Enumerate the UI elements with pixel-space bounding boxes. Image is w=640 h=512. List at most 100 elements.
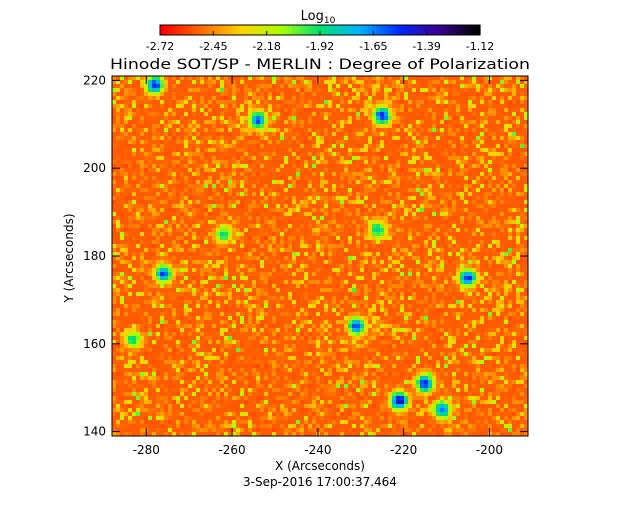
- heatmap-cell: [400, 80, 405, 85]
- heatmap-cell: [380, 228, 385, 233]
- heatmap-cell: [328, 208, 333, 213]
- heatmap-cell: [472, 216, 477, 221]
- heatmap-cell: [220, 232, 225, 237]
- heatmap-cell: [468, 80, 473, 85]
- heatmap-cell: [292, 200, 297, 205]
- heatmap-cell: [356, 116, 361, 121]
- heatmap-cell: [112, 264, 117, 269]
- heatmap-cell: [468, 76, 473, 81]
- heatmap-cell: [472, 76, 477, 81]
- heatmap-cell: [452, 248, 457, 253]
- heatmap-cell: [156, 152, 161, 157]
- heatmap-cell: [220, 224, 225, 229]
- heatmap-cell: [384, 128, 389, 133]
- heatmap-cell: [472, 188, 477, 193]
- heatmap-cell: [256, 104, 261, 109]
- heatmap-cell: [344, 192, 349, 197]
- heatmap-cell: [424, 156, 429, 161]
- heatmap-cell: [388, 184, 393, 189]
- heatmap-cell: [156, 252, 161, 257]
- heatmap-cell: [116, 192, 121, 197]
- heatmap-cell: [396, 136, 401, 141]
- heatmap-cell: [276, 256, 281, 261]
- heatmap-cell: [432, 92, 437, 97]
- heatmap-cell: [468, 88, 473, 93]
- heatmap-cell: [492, 160, 497, 165]
- heatmap-cell: [316, 132, 321, 137]
- heatmap-cell: [384, 224, 389, 229]
- heatmap-cell: [304, 244, 309, 249]
- heatmap-cell: [156, 76, 161, 81]
- heatmap-cell: [288, 252, 293, 257]
- heatmap-cell: [512, 76, 517, 81]
- heatmap-cell: [484, 240, 489, 245]
- heatmap-cell: [140, 96, 145, 101]
- heatmap-cell: [256, 220, 261, 225]
- heatmap-cell: [408, 208, 413, 213]
- heatmap-cell: [440, 104, 445, 109]
- heatmap-cell: [440, 80, 445, 85]
- heatmap-cell: [516, 156, 521, 161]
- heatmap-cell: [404, 180, 409, 185]
- heatmap-cell: [408, 232, 413, 237]
- heatmap-cell: [140, 180, 145, 185]
- heatmap-cell: [268, 212, 273, 217]
- colorbar-segment: [372, 25, 377, 35]
- heatmap-cell: [144, 220, 149, 225]
- heatmap-cell: [516, 240, 521, 245]
- heatmap-cell: [400, 248, 405, 253]
- heatmap-cell: [200, 248, 205, 253]
- heatmap-cell: [332, 144, 337, 149]
- heatmap-cell: [392, 128, 397, 133]
- heatmap-cell: [164, 244, 169, 249]
- heatmap-cell: [184, 172, 189, 177]
- heatmap-cell: [332, 228, 337, 233]
- heatmap-cell: [508, 152, 513, 157]
- heatmap-cell: [448, 144, 453, 149]
- heatmap-cell: [456, 92, 461, 97]
- heatmap-cell: [172, 236, 177, 241]
- heatmap-cell: [224, 204, 229, 209]
- heatmap-cell: [448, 104, 453, 109]
- heatmap-cell: [480, 232, 485, 237]
- heatmap-cell: [460, 208, 465, 213]
- heatmap-cell: [148, 188, 153, 193]
- colorbar-segment: [472, 25, 477, 35]
- heatmap-cell: [508, 216, 513, 221]
- heatmap-cell: [300, 92, 305, 97]
- heatmap-cell: [392, 208, 397, 213]
- heatmap-cell: [208, 248, 213, 253]
- heatmap-cell: [220, 160, 225, 165]
- heatmap-cell: [356, 196, 361, 201]
- heatmap-cell: [384, 176, 389, 181]
- heatmap-cell: [456, 196, 461, 201]
- heatmap-cell: [288, 240, 293, 245]
- heatmap-cell: [444, 136, 449, 141]
- heatmap-cell: [220, 180, 225, 185]
- heatmap-cell: [220, 176, 225, 181]
- heatmap-cell: [136, 108, 141, 113]
- heatmap-cell: [336, 128, 341, 133]
- heatmap-cell: [332, 168, 337, 173]
- heatmap-cell: [148, 156, 153, 161]
- heatmap-cell: [372, 192, 377, 197]
- heatmap-cell: [276, 140, 281, 145]
- heatmap-cell: [136, 100, 141, 105]
- heatmap-cell: [228, 244, 233, 249]
- heatmap-cell: [124, 136, 129, 141]
- heatmap-cell: [244, 92, 249, 97]
- heatmap-cell: [476, 120, 481, 125]
- heatmap-cell: [196, 124, 201, 129]
- heatmap-cell: [376, 120, 381, 125]
- heatmap-cell: [420, 216, 425, 221]
- heatmap-cell: [364, 128, 369, 133]
- heatmap-cell: [168, 228, 173, 233]
- heatmap-cell: [248, 144, 253, 149]
- heatmap-cell: [236, 112, 241, 117]
- heatmap-cell: [508, 92, 513, 97]
- heatmap-cell: [360, 212, 365, 217]
- heatmap-cell: [456, 156, 461, 161]
- heatmap-cell: [448, 92, 453, 97]
- colorbar-segment: [204, 25, 209, 35]
- heatmap-cell: [404, 100, 409, 105]
